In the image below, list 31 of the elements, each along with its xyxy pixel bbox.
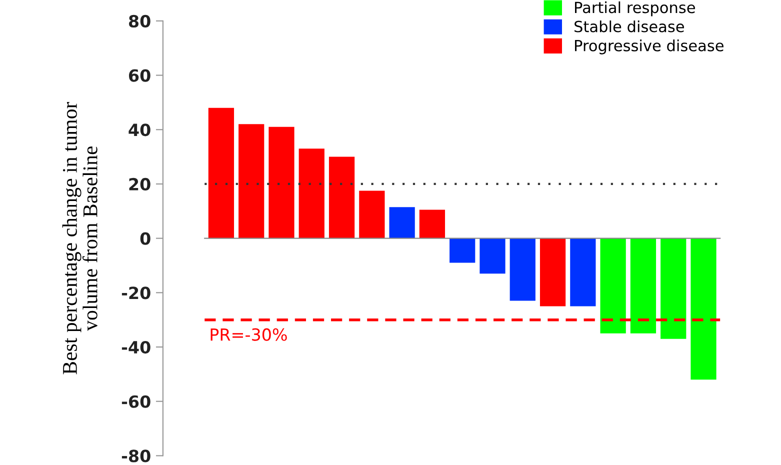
y-tick-label: 80 <box>128 14 150 28</box>
y-tick-label: 20 <box>129 178 150 191</box>
y-axis-title: Best percentage change in tumor volume from Baseline <box>62 102 98 374</box>
bar <box>450 238 476 263</box>
bar <box>510 238 536 301</box>
bar <box>660 238 686 339</box>
bar <box>570 238 596 306</box>
bar <box>540 238 566 306</box>
bar <box>298 148 324 238</box>
legend-label: Progressive disease <box>575 40 724 54</box>
bar <box>480 238 506 274</box>
ref-line-label: PR=-30% <box>210 328 287 341</box>
y-tick-label: -80 <box>122 450 150 462</box>
y-tick-label: 0 <box>140 232 150 245</box>
y-tick-label: 40 <box>128 124 150 136</box>
y-tick-label: -60 <box>122 395 150 408</box>
y-tick-label: -20 <box>122 286 150 300</box>
y-tick-label: 60 <box>128 69 150 82</box>
bar <box>238 124 264 238</box>
bar <box>600 238 626 334</box>
legend-label: Partial response <box>575 1 695 16</box>
bar <box>630 238 656 334</box>
bar <box>328 156 355 238</box>
bar <box>359 190 385 238</box>
legend-label: Stable disease <box>574 20 684 32</box>
y-tick-label: -40 <box>122 340 150 354</box>
bar <box>389 207 415 238</box>
bar <box>268 126 294 238</box>
bar <box>208 108 234 238</box>
bar <box>690 238 716 380</box>
bar <box>419 210 446 238</box>
